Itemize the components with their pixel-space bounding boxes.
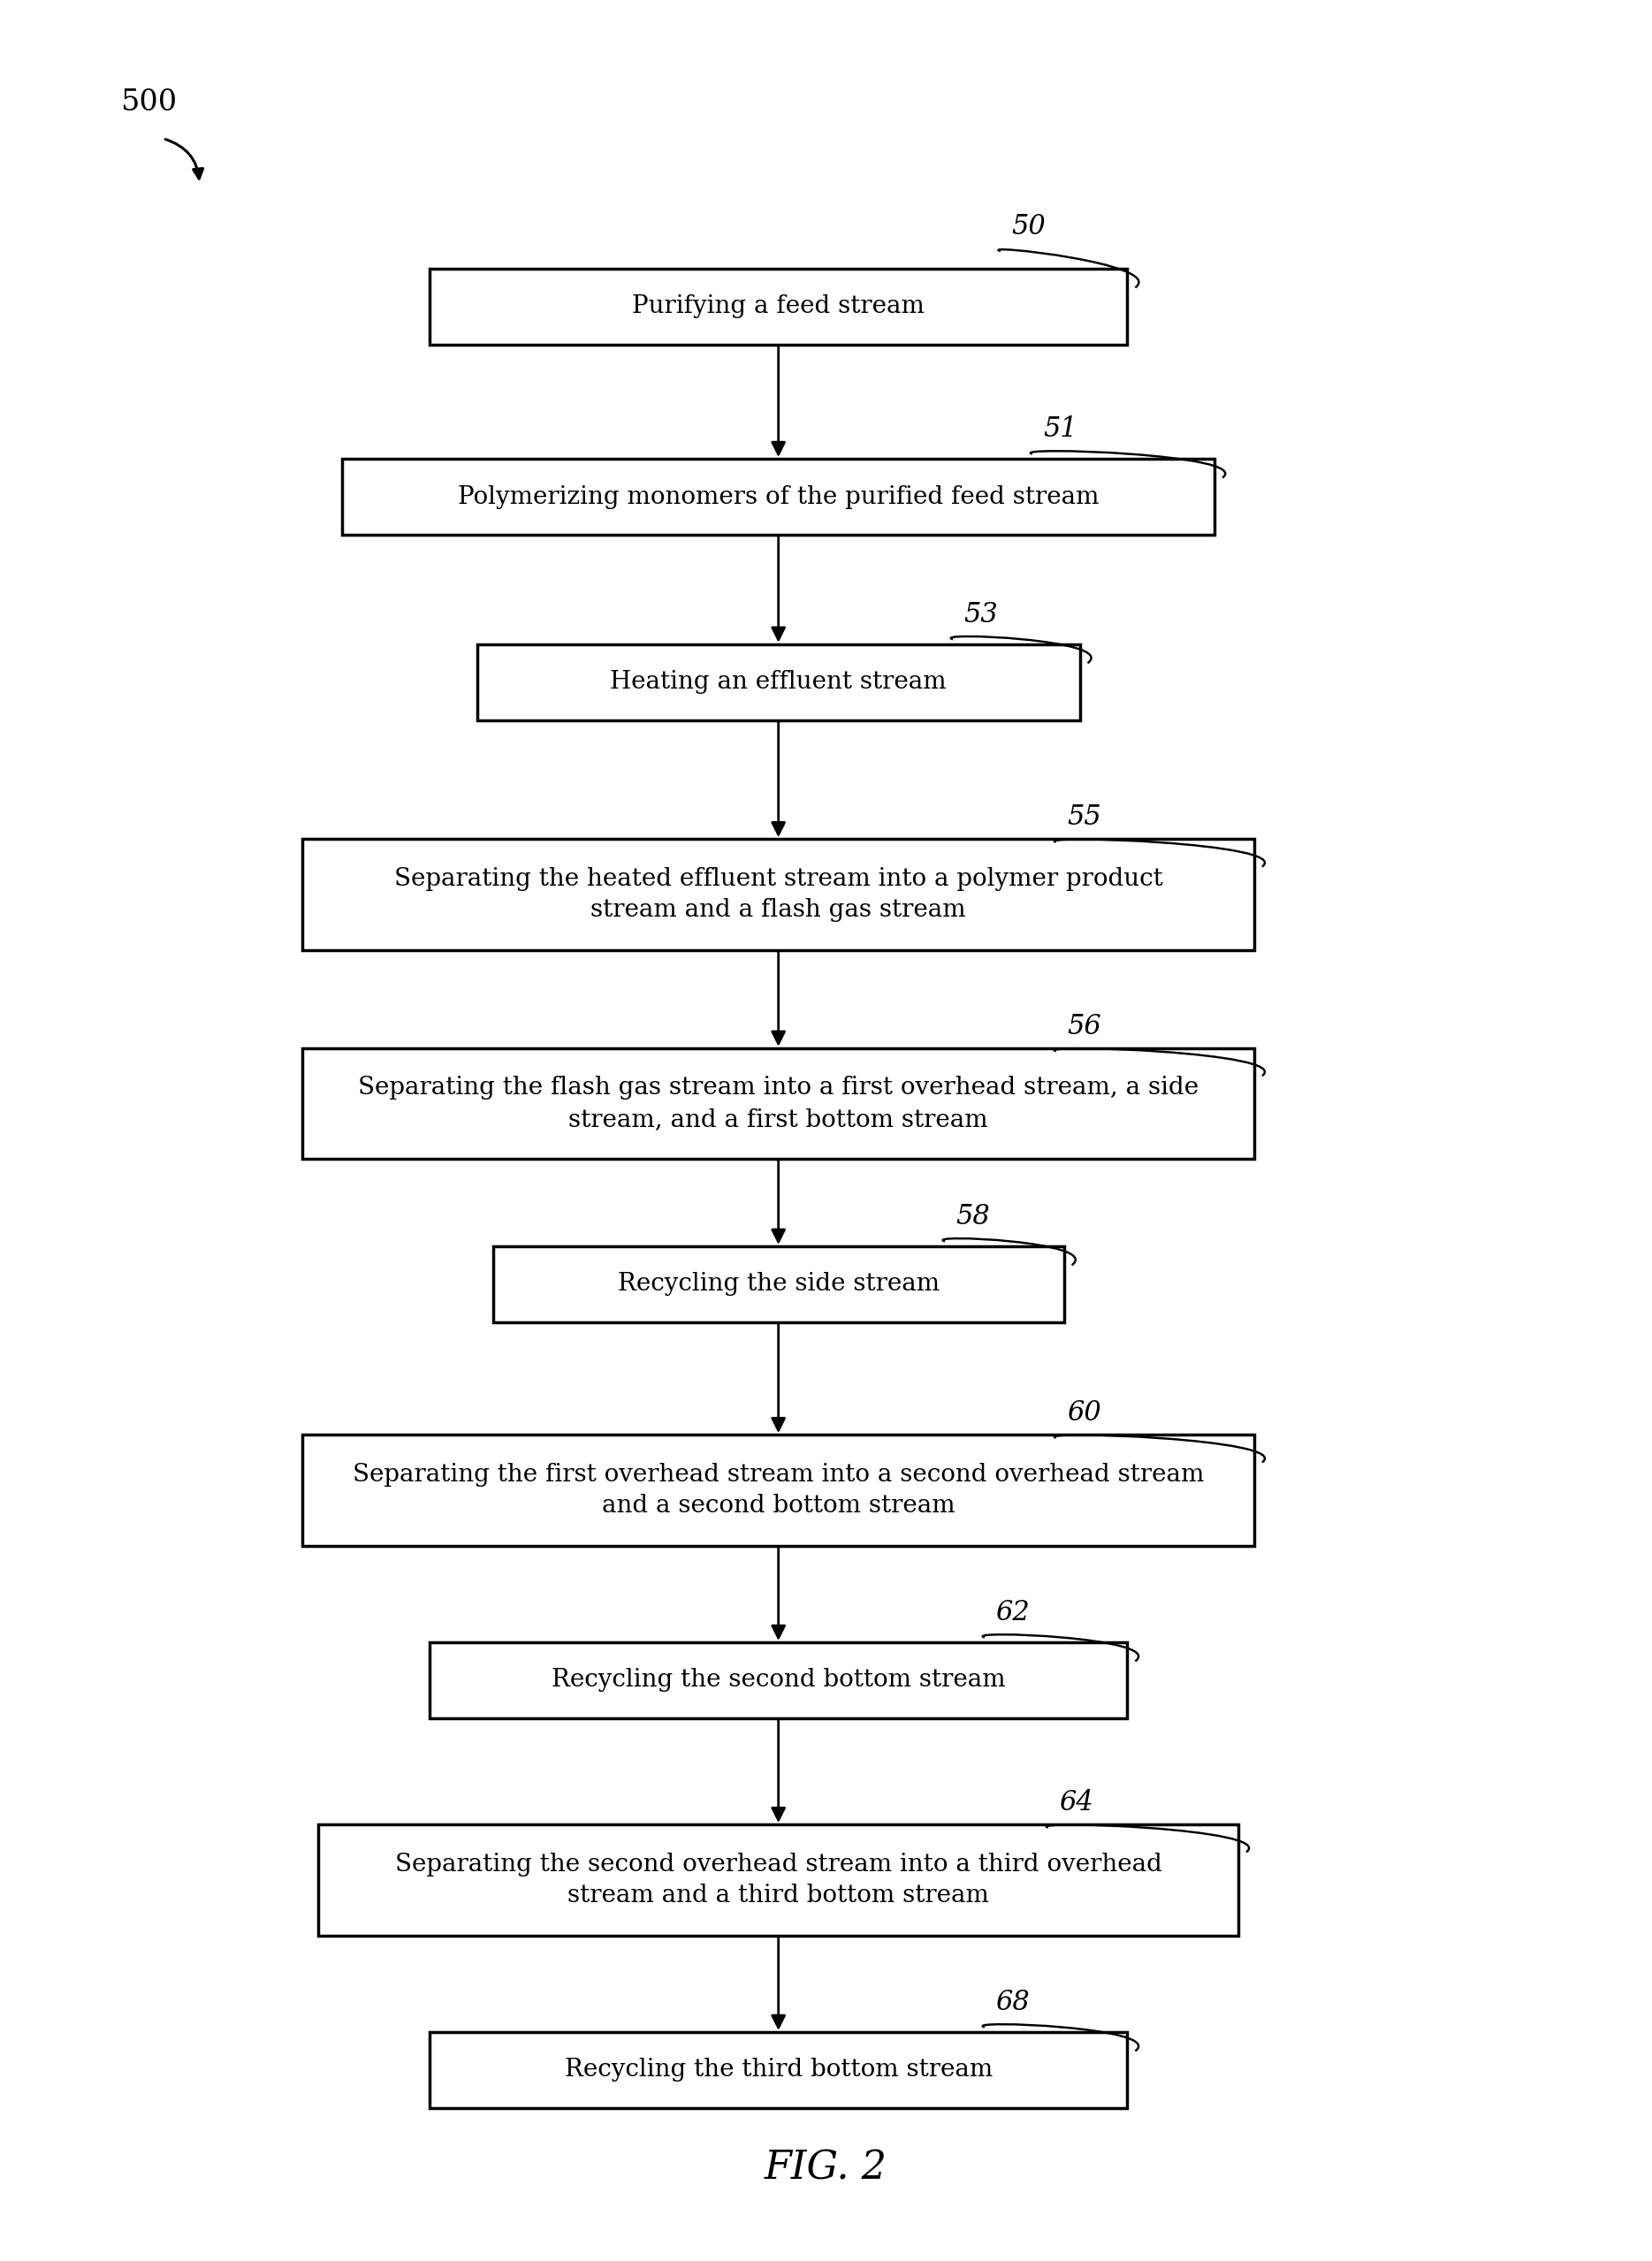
- Text: 64: 64: [1059, 1788, 1094, 1816]
- FancyArrowPatch shape: [165, 140, 203, 179]
- Text: Recycling the side stream: Recycling the side stream: [618, 1273, 940, 1296]
- Text: 53: 53: [965, 601, 998, 629]
- Text: Heating an effluent stream: Heating an effluent stream: [610, 669, 947, 694]
- Text: 62: 62: [996, 1599, 1029, 1626]
- Bar: [302, 839, 1254, 950]
- Text: Separating the first overhead stream into a second overhead stream
and a second : Separating the first overhead stream int…: [352, 1463, 1204, 1517]
- Text: 500: 500: [121, 88, 177, 118]
- Text: 55: 55: [1067, 803, 1102, 832]
- Text: Recycling the second bottom stream: Recycling the second bottom stream: [552, 1669, 1006, 1691]
- Text: Separating the heated effluent stream into a polymer product
stream and a flash : Separating the heated effluent stream in…: [395, 866, 1163, 922]
- Bar: [342, 459, 1214, 536]
- Text: Separating the flash gas stream into a first overhead stream, a side
stream, and: Separating the flash gas stream into a f…: [358, 1076, 1199, 1130]
- Bar: [302, 1049, 1254, 1160]
- Text: 68: 68: [996, 1990, 1029, 2017]
- Bar: [492, 1246, 1064, 1323]
- Text: FIG. 2: FIG. 2: [765, 2150, 887, 2186]
- Text: 50: 50: [1011, 213, 1046, 240]
- Text: 56: 56: [1067, 1013, 1102, 1040]
- Text: Purifying a feed stream: Purifying a feed stream: [633, 294, 925, 319]
- Text: Separating the second overhead stream into a third overhead
stream and a third b: Separating the second overhead stream in…: [395, 1852, 1161, 1908]
- Text: Recycling the third bottom stream: Recycling the third bottom stream: [565, 2058, 993, 2082]
- Bar: [302, 1436, 1254, 1547]
- Bar: [430, 1641, 1127, 1718]
- Text: 58: 58: [957, 1203, 990, 1230]
- Text: 60: 60: [1067, 1400, 1102, 1427]
- Text: Polymerizing monomers of the purified feed stream: Polymerizing monomers of the purified fe…: [458, 484, 1099, 509]
- Bar: [430, 269, 1127, 344]
- Bar: [430, 2033, 1127, 2107]
- Text: 51: 51: [1044, 416, 1077, 443]
- Bar: [319, 1825, 1239, 1935]
- Bar: [477, 644, 1080, 721]
